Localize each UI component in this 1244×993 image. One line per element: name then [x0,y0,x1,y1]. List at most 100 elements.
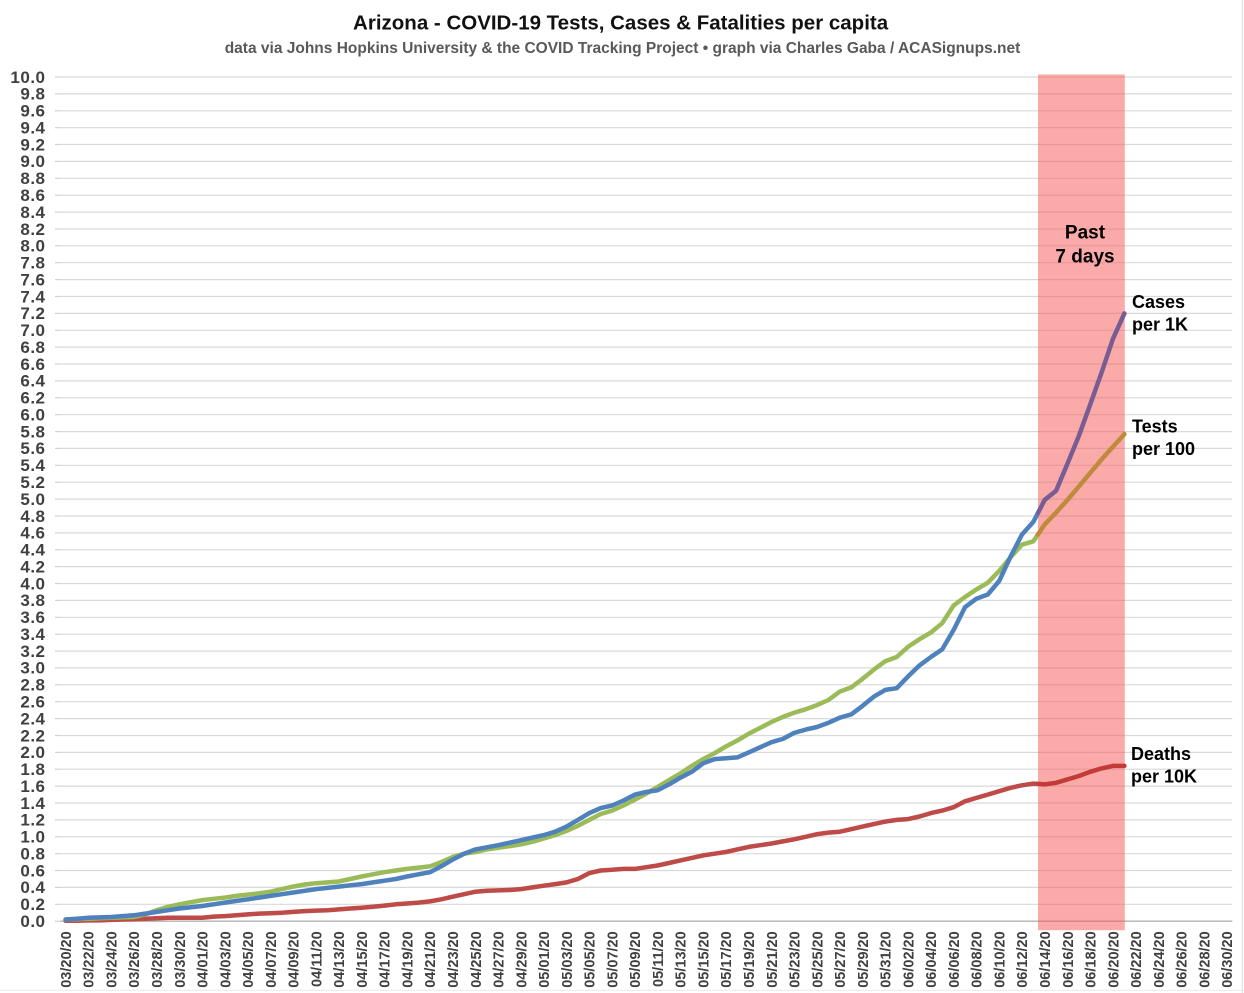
svg-text:6.6: 6.6 [20,355,45,374]
svg-text:0.6: 0.6 [20,861,45,880]
svg-text:05/13/20: 05/13/20 [674,931,690,987]
svg-text:04/15/20: 04/15/20 [355,931,371,987]
svg-text:03/30/20: 03/30/20 [173,931,189,987]
svg-text:2.0: 2.0 [20,743,45,762]
svg-text:05/19/20: 05/19/20 [742,931,758,987]
svg-text:05/17/20: 05/17/20 [719,931,735,987]
svg-text:4.4: 4.4 [20,541,45,560]
svg-text:03/26/20: 03/26/20 [127,931,143,987]
svg-text:1.2: 1.2 [20,811,45,830]
svg-text:04/23/20: 04/23/20 [446,931,462,987]
svg-text:4.2: 4.2 [20,557,45,576]
svg-text:04/19/20: 04/19/20 [400,931,416,987]
svg-text:04/29/20: 04/29/20 [514,931,530,987]
svg-text:04/05/20: 04/05/20 [241,931,257,987]
svg-text:04/03/20: 04/03/20 [218,931,234,987]
svg-text:0.2: 0.2 [20,895,45,914]
svg-text:06/30/20: 06/30/20 [1220,931,1236,987]
svg-text:Deaths: Deaths [1131,744,1191,764]
svg-text:4.8: 4.8 [20,507,45,526]
svg-text:06/20/20: 06/20/20 [1106,931,1122,987]
svg-text:05/01/20: 05/01/20 [537,931,553,987]
svg-text:9.4: 9.4 [20,119,45,138]
svg-text:04/07/20: 04/07/20 [264,931,280,987]
svg-text:06/12/20: 06/12/20 [1015,931,1031,987]
svg-text:0.0: 0.0 [20,912,45,931]
svg-text:per 100: per 100 [1132,439,1195,459]
svg-text:06/26/20: 06/26/20 [1175,931,1191,987]
svg-text:04/21/20: 04/21/20 [423,931,439,987]
svg-text:06/08/20: 06/08/20 [970,931,986,987]
svg-text:1.4: 1.4 [20,794,45,813]
svg-text:7 days: 7 days [1055,246,1114,267]
svg-text:Cases: Cases [1132,292,1185,312]
svg-text:04/17/20: 04/17/20 [378,931,394,987]
svg-text:Tests: Tests [1132,416,1178,436]
svg-text:03/28/20: 03/28/20 [150,931,166,987]
svg-text:6.0: 6.0 [20,406,45,425]
svg-text:4.6: 4.6 [20,524,45,543]
svg-text:7.0: 7.0 [20,321,45,340]
svg-text:06/04/20: 06/04/20 [924,931,940,987]
svg-text:9.2: 9.2 [20,135,45,154]
svg-text:3.6: 3.6 [20,608,45,627]
svg-text:7.2: 7.2 [20,304,45,323]
svg-text:data via Johns Hopkins Univers: data via Johns Hopkins University & the … [225,40,1021,57]
svg-text:2.8: 2.8 [20,676,45,695]
svg-text:05/27/20: 05/27/20 [833,931,849,987]
svg-text:05/05/20: 05/05/20 [583,931,599,987]
svg-text:8.0: 8.0 [20,237,45,256]
svg-text:05/25/20: 05/25/20 [810,931,826,987]
svg-text:06/10/20: 06/10/20 [993,931,1009,987]
svg-text:04/09/20: 04/09/20 [287,931,303,987]
svg-text:05/11/20: 05/11/20 [651,931,667,987]
svg-text:03/20/20: 03/20/20 [59,931,75,987]
svg-text:04/27/20: 04/27/20 [492,931,508,987]
svg-text:7.8: 7.8 [20,254,45,273]
svg-text:Past: Past [1065,223,1106,244]
svg-text:2.4: 2.4 [20,709,45,728]
svg-text:5.6: 5.6 [20,439,45,458]
svg-text:03/22/20: 03/22/20 [82,931,98,987]
svg-text:06/02/20: 06/02/20 [901,931,917,987]
svg-text:3.2: 3.2 [20,642,45,661]
svg-text:8.8: 8.8 [20,169,45,188]
svg-text:06/28/20: 06/28/20 [1197,931,1213,987]
svg-text:1.6: 1.6 [20,777,45,796]
svg-text:8.2: 8.2 [20,220,45,239]
svg-text:9.6: 9.6 [20,102,45,121]
svg-text:04/25/20: 04/25/20 [469,931,485,987]
svg-text:05/29/20: 05/29/20 [856,931,872,987]
svg-text:05/21/20: 05/21/20 [765,931,781,987]
svg-text:6.4: 6.4 [20,372,45,391]
svg-text:04/01/20: 04/01/20 [196,931,212,987]
svg-text:3.4: 3.4 [20,625,45,644]
svg-text:8.6: 8.6 [20,186,45,205]
svg-text:1.0: 1.0 [20,828,45,847]
svg-text:2.6: 2.6 [20,693,45,712]
svg-text:06/18/20: 06/18/20 [1084,931,1100,987]
svg-text:5.8: 5.8 [20,422,45,441]
svg-text:5.4: 5.4 [20,456,45,475]
svg-text:05/23/20: 05/23/20 [788,931,804,987]
svg-text:03/24/20: 03/24/20 [104,931,120,987]
svg-text:6.2: 6.2 [20,389,45,408]
svg-text:5.2: 5.2 [20,473,45,492]
svg-text:0.8: 0.8 [20,845,45,864]
svg-text:Arizona - COVID-19 Tests, Case: Arizona - COVID-19 Tests, Cases & Fatali… [353,12,889,35]
svg-text:04/11/20: 04/11/20 [309,931,325,987]
svg-text:1.8: 1.8 [20,760,45,779]
svg-text:9.8: 9.8 [20,85,45,104]
svg-text:06/24/20: 06/24/20 [1152,931,1168,987]
svg-text:3.8: 3.8 [20,591,45,610]
svg-text:10.0: 10.0 [10,68,45,87]
svg-text:2.2: 2.2 [20,726,45,745]
svg-text:5.0: 5.0 [20,490,45,509]
svg-text:4.0: 4.0 [20,574,45,593]
svg-text:per 1K: per 1K [1132,314,1188,334]
svg-text:9.0: 9.0 [20,152,45,171]
svg-text:05/09/20: 05/09/20 [628,931,644,987]
svg-text:per 10K: per 10K [1131,767,1197,787]
svg-text:05/03/20: 05/03/20 [560,931,576,987]
svg-text:0.4: 0.4 [20,878,45,897]
